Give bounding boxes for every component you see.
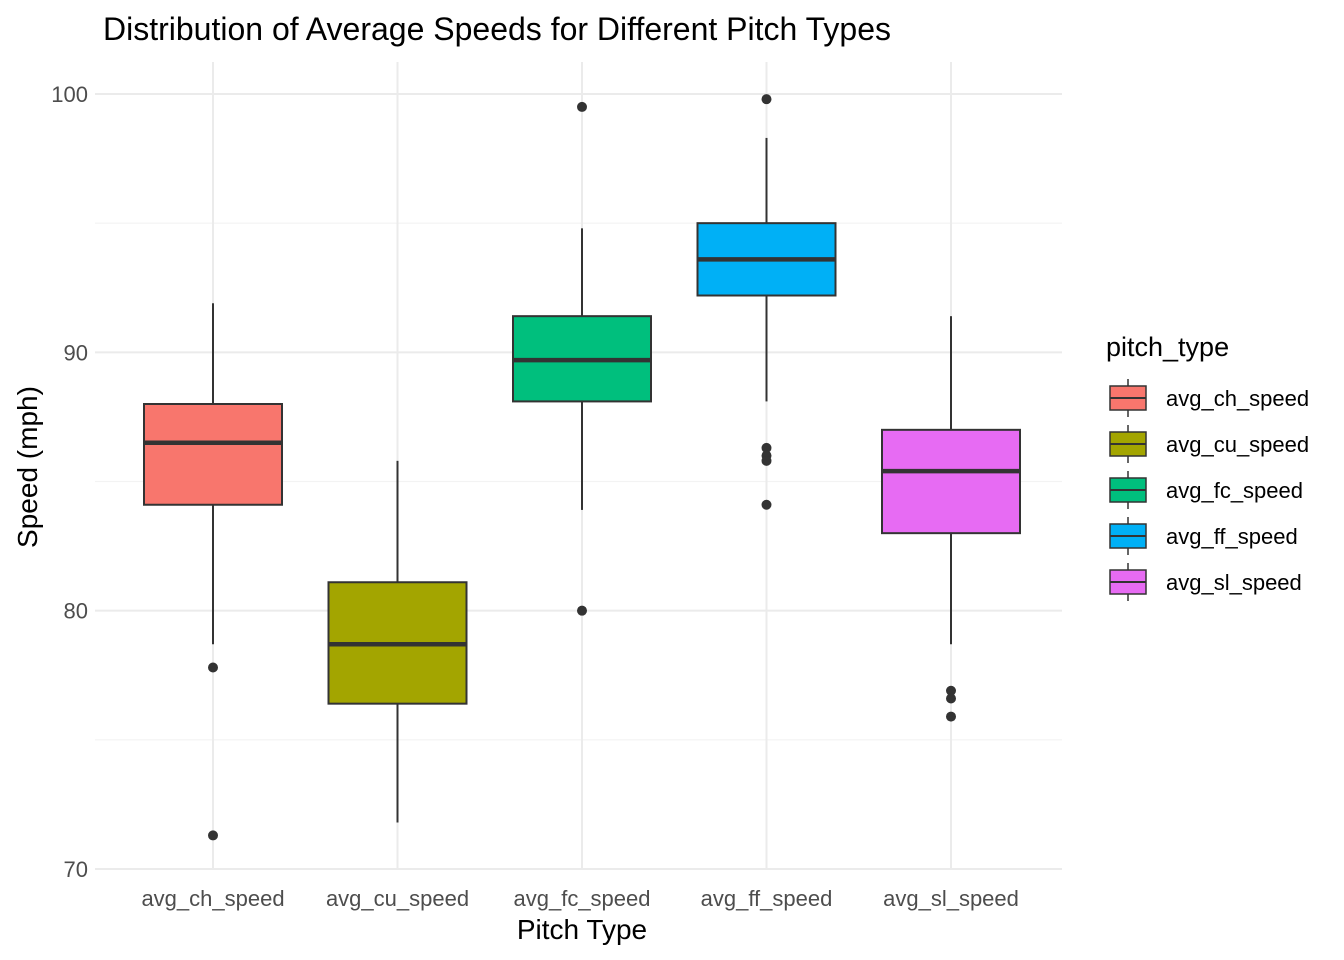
legend-item-avg_cu_speed: avg_cu_speed (1109, 425, 1309, 463)
legend-label: avg_ff_speed (1166, 524, 1298, 549)
box-avg_ch_speed (143, 303, 283, 841)
legend-label: avg_cu_speed (1166, 432, 1309, 457)
outlier-point (946, 711, 956, 722)
box-avg_fc_speed (512, 101, 652, 616)
chart-title: Distribution of Average Speeds for Diffe… (103, 11, 891, 47)
box-avg_ff_speed (696, 94, 837, 510)
outlier-point (761, 94, 772, 105)
outlier-point (577, 101, 587, 112)
x-tick-label: avg_ch_speed (141, 886, 284, 911)
legend-item-avg_ch_speed: avg_ch_speed (1109, 379, 1309, 417)
y-tick-label: 100 (51, 82, 88, 107)
x-tick-label: avg_sl_speed (883, 886, 1019, 911)
box-avg_sl_speed (881, 316, 1021, 722)
legend-label: avg_sl_speed (1166, 570, 1302, 595)
box-rect (143, 403, 283, 506)
box-rect (881, 428, 1021, 535)
outlier-point (577, 605, 587, 616)
x-tick-label: avg_cu_speed (326, 886, 469, 911)
outlier-point (208, 662, 218, 673)
outlier-point (761, 442, 772, 453)
legend-item-avg_sl_speed: avg_sl_speed (1109, 563, 1302, 601)
x-tick-label: avg_fc_speed (514, 886, 651, 911)
legend-title: pitch_type (1106, 332, 1229, 362)
outlier-point (761, 455, 772, 466)
legend-item-avg_fc_speed: avg_fc_speed (1109, 471, 1303, 509)
outlier-point (946, 693, 956, 704)
outlier-point (761, 499, 772, 510)
x-axis: avg_ch_speed avg_cu_speed avg_fc_speed avg_… (141, 886, 1018, 911)
outlier-point (946, 685, 956, 696)
outlier-point (208, 830, 218, 841)
box-avg_cu_speed (327, 460, 468, 823)
legend-label: avg_fc_speed (1166, 478, 1303, 503)
y-tick-label: 90 (64, 340, 88, 365)
y-tick-label: 70 (64, 857, 88, 882)
legend-label: avg_ch_speed (1166, 386, 1309, 411)
legend-item-avg_ff_speed: avg_ff_speed (1109, 517, 1298, 555)
y-axis-title: Speed (mph) (12, 386, 43, 548)
x-tick-label: avg_ff_speed (701, 886, 833, 911)
y-tick-label: 80 (64, 599, 88, 624)
y-axis: 70 80 90 100 (51, 82, 88, 882)
plot-area (143, 94, 1021, 841)
legend: pitch_type avg_ch_speed avg_cu_speed avg_f… (1106, 332, 1309, 601)
x-axis-title: Pitch Type (517, 914, 647, 945)
